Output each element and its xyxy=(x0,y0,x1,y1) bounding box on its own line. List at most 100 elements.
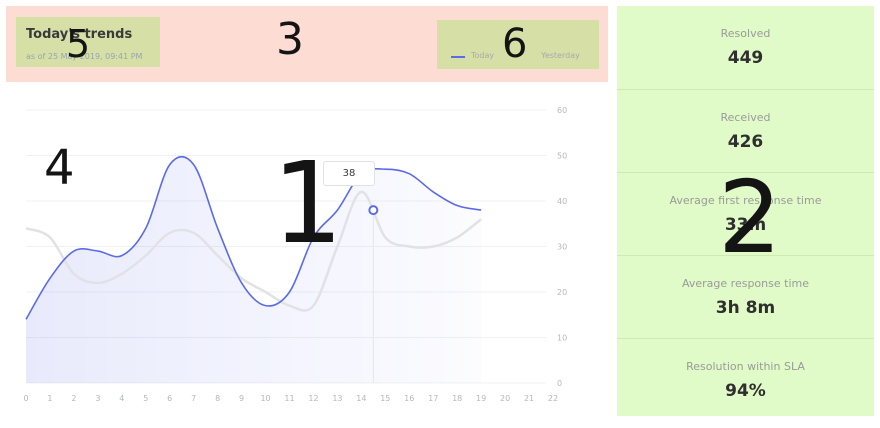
x-tick-label: 1 xyxy=(47,394,52,403)
stat-label: Received xyxy=(720,111,771,124)
x-tick-label: 22 xyxy=(548,394,558,403)
legend-today-swatch xyxy=(451,56,465,58)
annotation-marker-1: 1 xyxy=(272,139,344,269)
y-tick-label: 60 xyxy=(557,106,567,115)
trends-panel: Today's trends as of 25 May 2019, 09:41 … xyxy=(0,0,612,428)
today-point xyxy=(264,304,266,306)
stat-value: 3h 8m xyxy=(715,298,776,318)
stat-label: Average first response time xyxy=(669,194,822,207)
today-point xyxy=(169,163,171,165)
today-line xyxy=(25,155,482,320)
stat-label: Resolution within SLA xyxy=(686,360,805,373)
x-tick-label: 0 xyxy=(23,394,28,403)
annotation-marker-4: 4 xyxy=(44,140,75,196)
yesterday-point xyxy=(216,254,218,256)
legend: Today Yesterday xyxy=(437,20,599,69)
yesterday-point xyxy=(456,236,458,238)
x-tick-label: 5 xyxy=(143,394,148,403)
y-tick-label: 20 xyxy=(557,288,567,297)
today-point xyxy=(240,282,242,284)
today-point xyxy=(49,277,51,279)
yesterday-point xyxy=(121,273,123,275)
yesterday-point xyxy=(192,232,194,234)
x-tick-label: 12 xyxy=(308,394,318,403)
y-tick-label: 30 xyxy=(557,243,567,252)
yesterday-point xyxy=(312,304,314,306)
today-point xyxy=(432,191,434,193)
y-tick-label: 40 xyxy=(557,197,567,206)
yesterday-point xyxy=(384,236,386,238)
y-tick-label: 10 xyxy=(557,334,567,343)
stat-label: Average response time xyxy=(682,277,809,290)
page-title: Today's trends xyxy=(26,27,133,42)
yesterday-point xyxy=(73,273,75,275)
y-tick-label: 50 xyxy=(557,152,567,161)
yesterday-point xyxy=(432,245,434,247)
today-point xyxy=(480,209,482,211)
stat-avg-response: Average response time 3h 8m xyxy=(617,255,874,338)
x-tick-label: 9 xyxy=(239,394,244,403)
yesterday-point xyxy=(145,254,147,256)
stat-resolved: Resolved 449 xyxy=(617,6,874,89)
stat-value: 426 xyxy=(727,132,764,152)
chart-tooltip: 38 xyxy=(323,161,375,186)
annotation-marker-3: 3 xyxy=(276,14,304,65)
today-point xyxy=(25,318,27,320)
yesterday-point xyxy=(25,227,27,229)
yesterday-point xyxy=(49,236,51,238)
x-tick-label: 6 xyxy=(167,394,172,403)
yesterday-point xyxy=(169,232,171,234)
today-point xyxy=(121,254,123,256)
yesterday-point xyxy=(264,291,266,293)
yesterday-point xyxy=(288,304,290,306)
yesterday-line xyxy=(25,190,482,312)
today-point xyxy=(288,291,290,293)
annotation-marker-6: 6 xyxy=(502,21,528,67)
x-tick-label: 10 xyxy=(260,394,270,403)
today-area xyxy=(26,156,482,383)
today-point xyxy=(145,227,147,229)
stat-received: Received 426 xyxy=(617,89,874,172)
legend-yesterday-label[interactable]: Yesterday xyxy=(541,51,580,60)
y-tick-label: 0 xyxy=(557,379,562,388)
timestamp-subtitle: as of 25 May 2019, 09:41 PM xyxy=(26,52,143,61)
legend-today-label[interactable]: Today xyxy=(471,51,495,60)
title-highlight-box: Today's trends as of 25 May 2019, 09:41 … xyxy=(16,17,160,67)
x-tick-label: 15 xyxy=(380,394,390,403)
stat-resolution-sla: Resolution within SLA 94% xyxy=(617,338,874,421)
today-point xyxy=(216,227,218,229)
today-point xyxy=(384,168,386,170)
x-tick-label: 13 xyxy=(332,394,342,403)
highlight-point xyxy=(368,205,379,216)
x-tick-label: 4 xyxy=(119,394,124,403)
today-point xyxy=(456,204,458,206)
x-tick-label: 17 xyxy=(428,394,438,403)
x-tick-label: 11 xyxy=(284,394,294,403)
x-tick-label: 16 xyxy=(404,394,414,403)
yesterday-point xyxy=(480,218,482,220)
x-tick-label: 2 xyxy=(71,394,76,403)
yesterday-point xyxy=(408,245,410,247)
x-tick-label: 7 xyxy=(191,394,196,403)
yesterday-point xyxy=(240,277,242,279)
stats-panel: Resolved 449 Received 426 Average first … xyxy=(617,6,874,416)
x-tick-label: 18 xyxy=(452,394,462,403)
annotation-marker-5: 5 xyxy=(66,22,91,66)
x-tick-label: 3 xyxy=(95,394,100,403)
yesterday-point xyxy=(97,282,99,284)
today-point xyxy=(408,173,410,175)
yesterday-point xyxy=(360,191,362,193)
x-tick-label: 21 xyxy=(524,394,534,403)
today-point xyxy=(192,163,194,165)
stat-value: 94% xyxy=(725,381,766,401)
x-tick-label: 19 xyxy=(476,394,486,403)
x-tick-label: 20 xyxy=(500,394,510,403)
stat-value: 449 xyxy=(727,48,764,68)
annotation-marker-2: 2 xyxy=(718,159,782,276)
x-tick-label: 8 xyxy=(215,394,220,403)
stat-label: Resolved xyxy=(720,27,771,40)
stat-avg-first-response: Average first response time 33m xyxy=(617,172,874,255)
today-point xyxy=(73,250,75,252)
